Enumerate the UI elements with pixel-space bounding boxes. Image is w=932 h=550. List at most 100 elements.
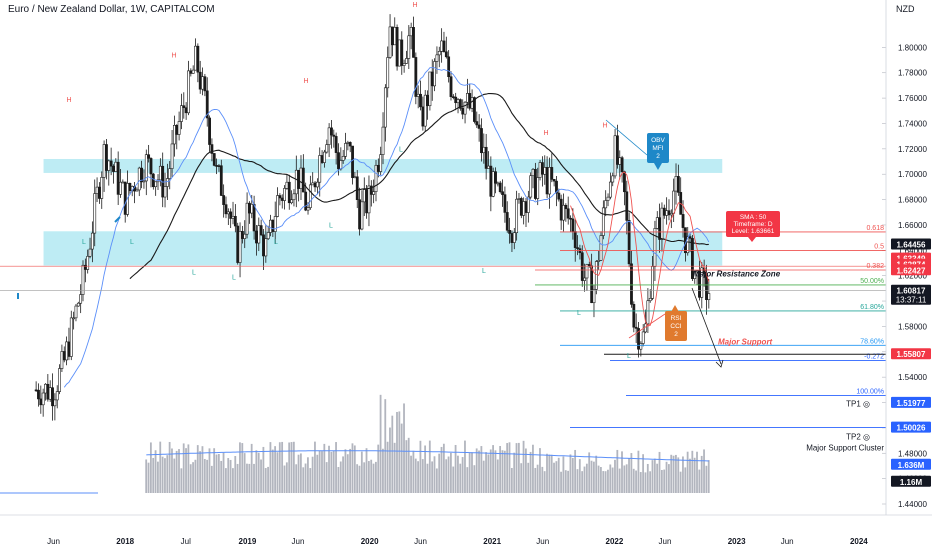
candle-body: [573, 231, 577, 248]
volume-bar: [147, 462, 150, 493]
price-label-sub: 13:37:11: [896, 296, 927, 305]
candle-body: [548, 167, 551, 195]
candle-body: [72, 317, 76, 320]
volume-bar: [489, 449, 492, 493]
candle-body: [590, 265, 594, 304]
pivot-L: L: [82, 239, 86, 246]
candle-body: [604, 200, 608, 209]
candle-body: [454, 96, 458, 104]
candle-body: [210, 144, 214, 154]
candle-body: [226, 211, 230, 215]
volume-bar: [201, 446, 204, 493]
candle-body: [142, 180, 146, 183]
volume-bar: [187, 444, 190, 493]
volume-bar: [302, 467, 305, 493]
candle-body: [707, 293, 711, 301]
candle-body: [311, 182, 315, 186]
candle-body: [529, 175, 533, 198]
candle-body: [412, 27, 415, 58]
candle-body: [576, 247, 579, 249]
volume-bar: [382, 448, 384, 493]
pivot-L: L: [329, 222, 333, 229]
volume-bar: [344, 449, 347, 493]
volume-bar: [210, 465, 213, 493]
volume-bar: [166, 455, 169, 493]
volume-bar: [389, 427, 391, 493]
volume-bar: [447, 456, 450, 493]
volume-bar: [522, 440, 525, 493]
volume-bar: [452, 466, 455, 493]
candle-body: [187, 70, 190, 114]
pivot-H: H: [303, 78, 308, 85]
candle-body: [510, 233, 514, 243]
volume-bar: [349, 448, 352, 493]
candle-body: [402, 63, 406, 66]
volume-bar: [707, 460, 710, 493]
y-tick-label: 1.68000: [898, 196, 927, 205]
candle-body: [393, 27, 397, 46]
candle-body: [149, 158, 153, 175]
volume-bar: [149, 442, 152, 493]
candle-body: [477, 124, 481, 129]
candle-body: [264, 238, 268, 257]
volume-bar: [541, 466, 544, 493]
y-tick-label: 1.74000: [898, 119, 927, 128]
volume-bar: [625, 464, 628, 493]
candle-body: [294, 169, 298, 195]
volume-bar: [621, 451, 623, 493]
volume-bar: [421, 459, 424, 493]
candle-body: [519, 198, 523, 216]
pivot-L: L: [577, 310, 581, 317]
candle-body: [435, 54, 439, 62]
candle-body: [400, 39, 404, 66]
rsi-marker: [665, 311, 687, 341]
volume-bar: [501, 450, 504, 493]
sma-box-line: SMA : 50: [740, 214, 767, 221]
candle-body: [660, 207, 664, 240]
candle-body: [231, 215, 235, 219]
volume-bar: [632, 468, 635, 493]
volume-bar: [295, 464, 298, 493]
tp1-label: TP1 ◎: [846, 400, 870, 409]
candle-body: [552, 179, 556, 182]
candle-body: [395, 27, 399, 67]
candle-body: [398, 39, 401, 67]
candle-body: [639, 343, 643, 350]
volume-bar: [145, 459, 148, 493]
volume-bar: [304, 463, 307, 493]
volume-bar: [164, 458, 166, 493]
volume-bar: [592, 461, 595, 493]
x-tick-label: Jun: [414, 537, 427, 546]
candle-body: [376, 164, 380, 172]
obv-marker: [647, 133, 669, 163]
volume-bar: [464, 440, 466, 493]
candle-body: [562, 204, 565, 221]
volume-bar: [250, 443, 253, 493]
candle-body: [442, 40, 446, 53]
volume-bar: [171, 448, 173, 493]
volume-bar: [506, 443, 509, 493]
candle-body: [346, 142, 350, 144]
resistance-label: Major Resistance Zone: [693, 269, 781, 278]
volume-bar: [656, 463, 659, 493]
candle-body: [421, 106, 425, 127]
candle-body: [658, 217, 662, 240]
candle-body: [182, 105, 186, 109]
volume-bar: [581, 471, 584, 493]
candle-body: [93, 193, 97, 234]
volume-bar: [419, 440, 422, 493]
volume-bar: [288, 442, 291, 493]
volume-bar: [614, 459, 616, 493]
fib-lines: 0.6180.50.38250.00%61.80%78.60%-0.272100…: [0, 225, 886, 428]
candle-body: [423, 94, 427, 127]
candle-body: [444, 51, 448, 58]
candle-body: [555, 180, 558, 194]
candle-body: [334, 136, 338, 153]
volume-bar: [398, 411, 401, 493]
volume-bar: [609, 464, 612, 493]
candle-body: [266, 232, 270, 240]
candle-body: [102, 144, 106, 178]
candle-body: [280, 197, 284, 201]
candle-body: [508, 229, 511, 234]
